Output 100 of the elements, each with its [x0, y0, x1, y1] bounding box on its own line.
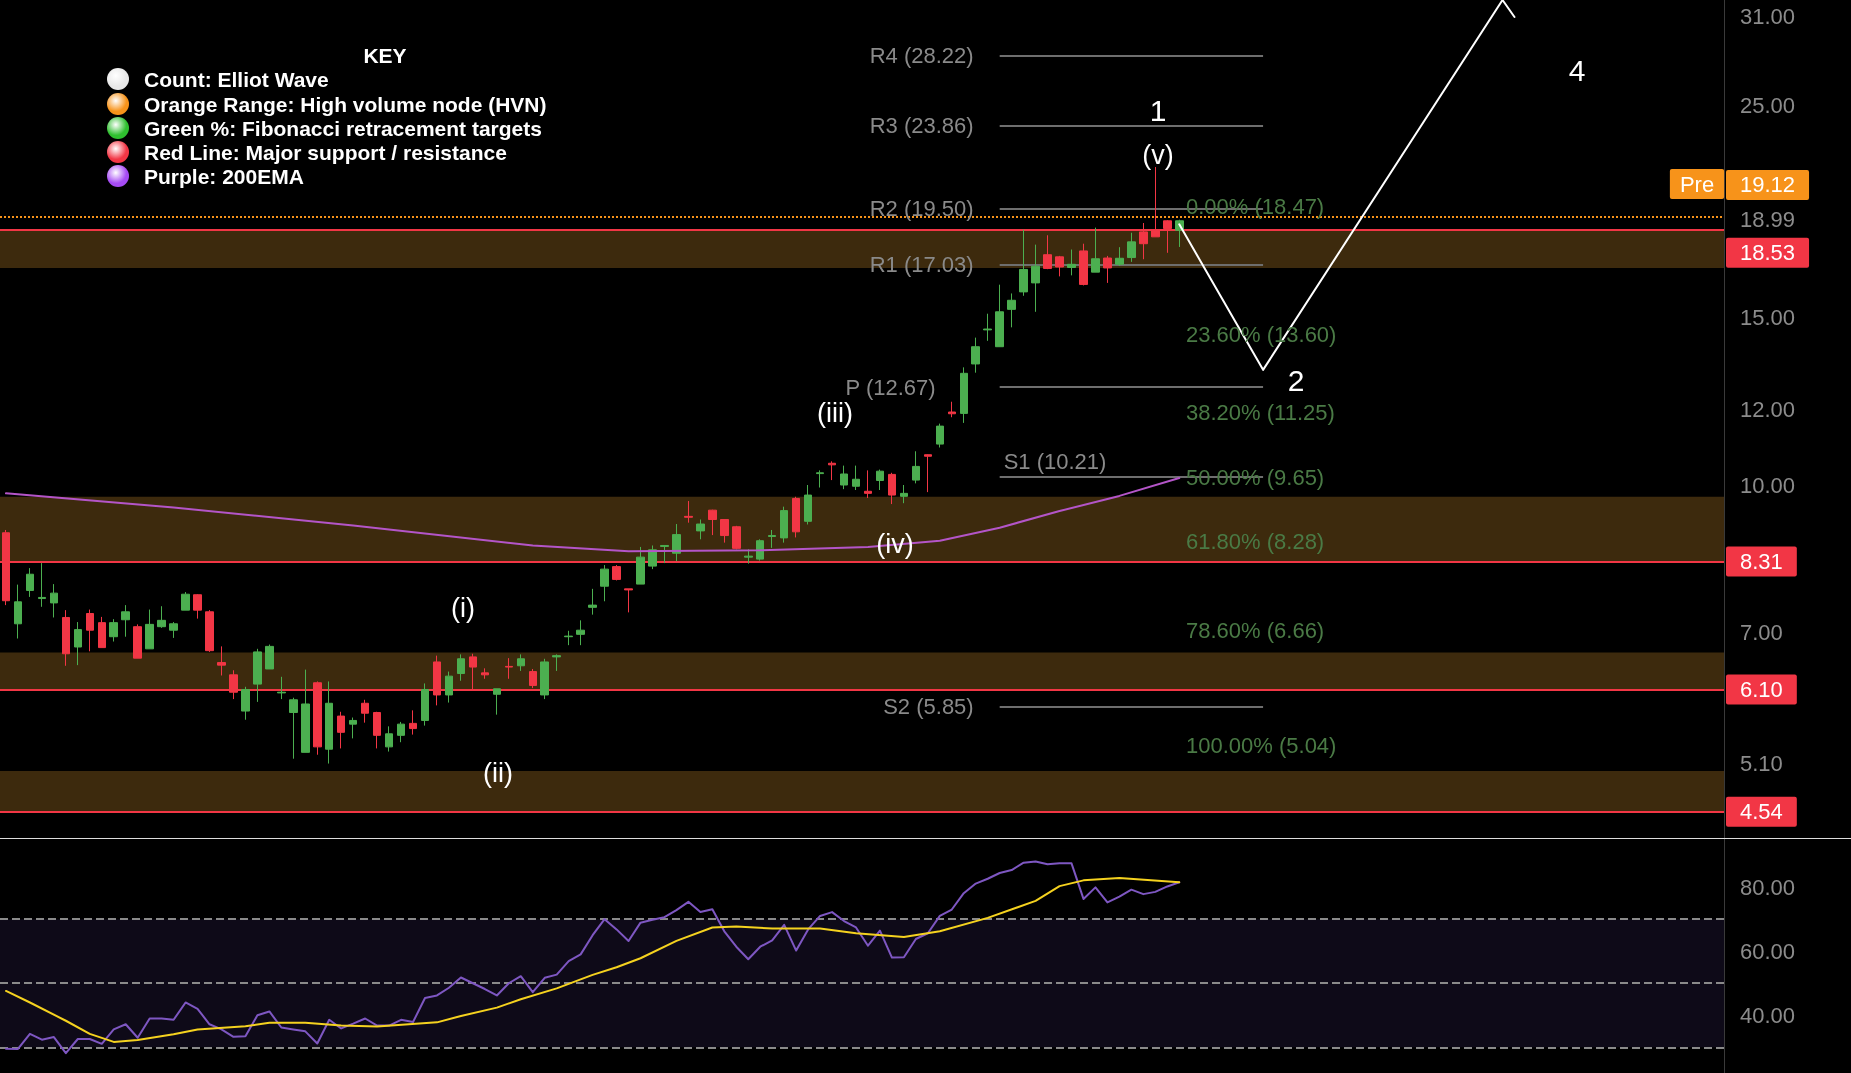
- annotation: (ii): [483, 758, 513, 788]
- candlestick: [109, 618, 118, 643]
- ref-line-label: 18.53: [1740, 240, 1796, 266]
- annotation: (iii): [817, 398, 853, 428]
- annotation: (v): [1142, 140, 1174, 170]
- candlestick: [576, 619, 585, 646]
- candlestick: [804, 484, 812, 525]
- candlestick: [960, 366, 968, 424]
- annotation: Red Line: Major support / resistance: [144, 140, 507, 164]
- candlestick: [14, 584, 22, 640]
- candlestick: [457, 653, 465, 682]
- candlestick: [517, 653, 525, 672]
- candlestick: [445, 671, 453, 704]
- candlestick: [1055, 255, 1064, 277]
- candlestick: [864, 469, 872, 499]
- annotation: 2: [1287, 363, 1305, 397]
- y-tick-label: 31.00: [1740, 4, 1796, 30]
- candlestick: [1091, 227, 1100, 273]
- annotation: Orange Range: High volume node (HVN): [144, 92, 547, 116]
- candlestick: [684, 500, 693, 524]
- candlestick: [361, 699, 369, 724]
- annotation: (i): [451, 593, 475, 623]
- candlestick: [121, 604, 130, 638]
- annotation: Purple: 200EMA: [144, 164, 304, 188]
- y-tick-label: 7.00: [1740, 620, 1783, 646]
- y-tick-label: 5.10: [1740, 751, 1783, 777]
- ref-line-label: P (12.67): [845, 374, 936, 400]
- candlestick: [732, 525, 741, 550]
- candlestick: [505, 657, 513, 680]
- candlestick: [876, 469, 884, 491]
- candlestick: [253, 648, 262, 703]
- candlestick: [349, 717, 357, 739]
- candlestick: [888, 472, 896, 505]
- candlestick: [852, 465, 860, 491]
- candlestick: [828, 460, 836, 481]
- y-tick-label: 12.00: [1740, 397, 1796, 423]
- candlestick: [265, 644, 274, 670]
- annotation: Green %: Fibonacci retracement targets: [144, 116, 542, 140]
- candlestick: [1007, 292, 1016, 328]
- ref-line-label: R2 (19.50): [869, 196, 974, 222]
- candlestick: [696, 519, 705, 540]
- candlestick: [900, 484, 908, 504]
- candlestick: [62, 609, 70, 667]
- candlestick: [409, 709, 417, 736]
- line-series: [1178, 0, 1516, 371]
- candlestick: [397, 721, 405, 743]
- candlestick: [672, 523, 681, 562]
- candlestick: [26, 567, 34, 598]
- candlestick: [241, 686, 250, 721]
- candlestick: [169, 621, 178, 639]
- candlestick: [660, 544, 669, 564]
- candlestick: [385, 725, 393, 753]
- candlestick: [50, 583, 58, 618]
- ref-line-label: R3 (23.86): [869, 112, 974, 138]
- annotation: 4: [1568, 53, 1586, 87]
- candlestick: [337, 711, 345, 749]
- candlestick: [493, 688, 501, 716]
- candlestick: [1115, 246, 1124, 267]
- ref-line-label: R4 (28.22): [869, 43, 974, 69]
- candlestick: [1031, 244, 1040, 313]
- y-tick-label: 60.00: [1740, 938, 1796, 964]
- candlestick: [145, 609, 154, 650]
- candlestick: [540, 658, 549, 700]
- y-tick-label: 25.00: [1740, 93, 1796, 119]
- candlestick: [38, 562, 46, 608]
- y-tick-label: 18.99: [1740, 207, 1796, 233]
- annotation: 1: [1149, 93, 1167, 127]
- candlestick: [325, 680, 333, 765]
- candlestick: [133, 623, 142, 659]
- candlestick: [768, 529, 776, 549]
- y-tick-label: 80.00: [1740, 874, 1796, 900]
- ref-line-label: 4.54: [1740, 799, 1783, 825]
- annotation: 38.20% (11.25): [1186, 399, 1335, 425]
- candlestick: [912, 450, 920, 484]
- candlestick: [1079, 243, 1088, 286]
- candlestick: [205, 609, 214, 653]
- candlestick: [181, 591, 190, 611]
- candlestick: [948, 401, 956, 418]
- candlestick: [301, 669, 310, 753]
- legend-label: 19.12: [1740, 172, 1796, 198]
- ref-line-label: 6.10: [1740, 676, 1783, 702]
- candlestick: [74, 621, 82, 666]
- ref-line-label: S2 (5.85): [883, 694, 974, 720]
- candlestick: [98, 616, 106, 649]
- candlestick: [983, 313, 992, 342]
- candlestick: [552, 653, 561, 672]
- candlestick: [816, 469, 824, 488]
- candlestick: [612, 564, 621, 581]
- candlestick: [995, 284, 1004, 348]
- candlestick: [780, 506, 788, 544]
- candlestick: [157, 605, 166, 629]
- annotation: Pre: [1679, 171, 1715, 197]
- annotation: Count: Elliot Wave: [144, 67, 329, 91]
- candlestick: [373, 711, 381, 749]
- candlestick: [564, 630, 573, 646]
- candlestick: [1127, 232, 1136, 263]
- candlestick: [792, 496, 800, 538]
- candlestick: [277, 676, 286, 700]
- candlestick: [600, 564, 609, 602]
- candlestick: [720, 518, 729, 544]
